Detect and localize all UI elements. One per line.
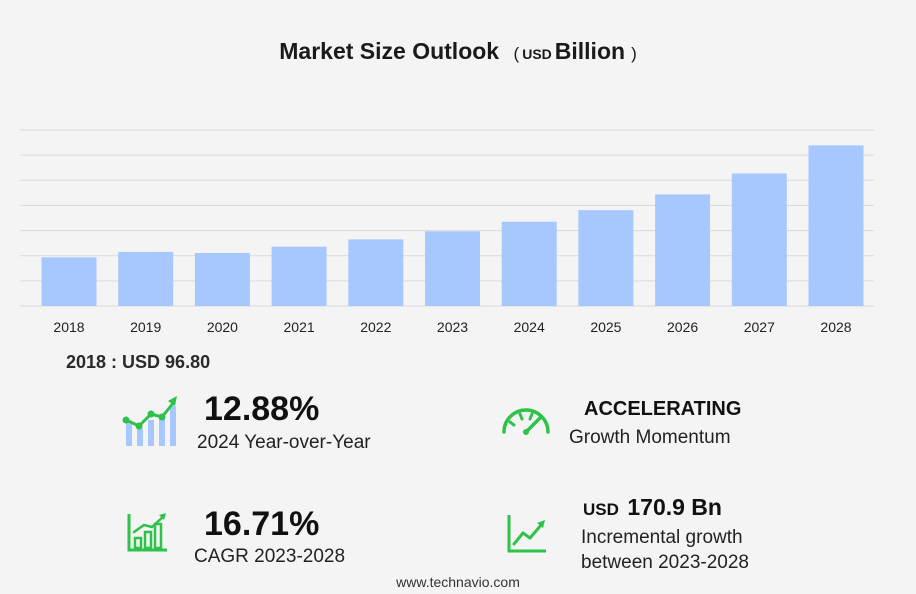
momentum-label: Growth Momentum — [569, 427, 731, 448]
x-tick-label: 2023 — [437, 319, 468, 335]
growth-chart-icon — [122, 396, 177, 446]
yoy-value: 12.88% — [204, 390, 320, 428]
bar-2025 — [578, 210, 634, 306]
bar-2020 — [194, 252, 250, 306]
cagr-value: 16.71% — [204, 505, 320, 543]
x-tick-label: 2026 — [667, 319, 698, 335]
x-tick-label: 2019 — [130, 319, 161, 335]
x-tick-label: 2028 — [820, 319, 851, 335]
cagr-label: CAGR 2023-2028 — [194, 546, 346, 567]
bar-2026 — [655, 194, 711, 306]
x-tick-label: 2024 — [514, 319, 545, 335]
footer-url: www.technavio.com — [396, 574, 520, 590]
title-open-paren: ( — [513, 44, 520, 63]
x-tick-label: 2025 — [590, 319, 621, 335]
bar-2024 — [501, 221, 557, 306]
bar-2022 — [348, 239, 404, 306]
x-tick-label: 2018 — [53, 319, 84, 335]
bar-growth-icon — [127, 513, 167, 552]
x-tick-label: 2027 — [744, 319, 775, 335]
bar-2028 — [808, 145, 864, 306]
title-close-paren: ) — [631, 44, 637, 63]
incremental-label-line2: between 2023-2028 — [581, 552, 749, 573]
base-year-value: 2018 : USD 96.80 — [66, 352, 211, 372]
x-tick-label: 2022 — [360, 319, 391, 335]
incremental-label-line1: Incremental growth — [581, 527, 743, 548]
bar-2023 — [425, 231, 480, 306]
bar-2021 — [271, 246, 327, 306]
yoy-label: 2024 Year-over-Year — [197, 432, 371, 453]
incremental-unit: USD — [583, 500, 619, 519]
momentum-value: ACCELERATING — [584, 398, 742, 420]
title-unit-currency: USD — [522, 46, 552, 62]
x-tick-label: 2021 — [284, 319, 315, 335]
line-growth-icon — [507, 515, 546, 553]
bar-2019 — [118, 251, 174, 306]
bar-chart: 2018 2019 2020 2021 2022 2023 2024 2025 2026 2027… — [20, 129, 874, 335]
bar-2027 — [731, 173, 787, 306]
x-tick-label: 2020 — [207, 319, 238, 335]
incremental-value: 170.9 Bn — [627, 494, 722, 520]
chart-title: Market Size Outlook (USD Billion) — [0, 38, 916, 65]
bar-2018 — [41, 257, 97, 306]
chart-title-main: Market Size Outlook — [279, 38, 500, 64]
title-unit-scale: Billion — [554, 38, 626, 64]
speedometer-icon — [502, 408, 550, 435]
